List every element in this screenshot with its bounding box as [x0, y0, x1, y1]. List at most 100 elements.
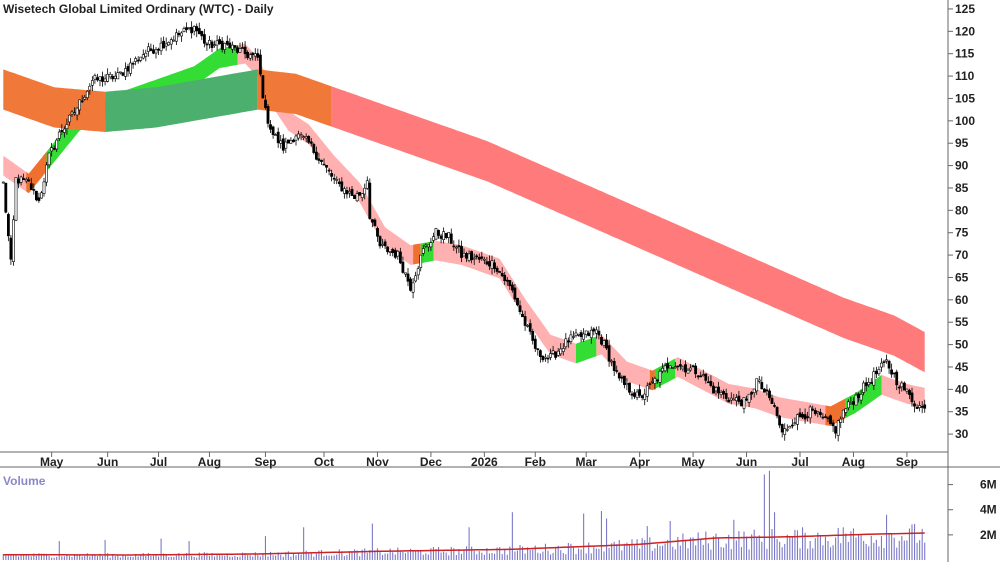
candle-body	[630, 393, 634, 396]
candle-body	[12, 219, 15, 262]
candle-body	[531, 330, 535, 341]
candle-body	[752, 388, 756, 394]
candle-body	[755, 378, 759, 392]
candle-body	[398, 251, 402, 264]
candle-body	[113, 75, 117, 79]
candle-body	[121, 72, 125, 76]
price-tick-label: 110	[955, 69, 975, 83]
candle-body	[213, 44, 216, 46]
candle-body	[564, 338, 568, 348]
candle-body	[493, 262, 496, 269]
candle-body	[709, 380, 713, 386]
chart-title: Wisetech Global Limited Ordinary (WTC) -…	[3, 2, 274, 16]
candle-body	[923, 404, 927, 409]
candle-body	[210, 41, 214, 49]
candle-body	[383, 241, 387, 247]
candle-body	[801, 413, 804, 418]
candle-body	[96, 77, 99, 81]
price-tick-label: 80	[955, 203, 969, 217]
candle-body	[699, 375, 703, 378]
ma-band-short-term-segment-2	[46, 45, 238, 172]
ma-band-short-term-segment-11	[675, 357, 826, 426]
candle-body	[485, 261, 489, 265]
candle-body	[762, 388, 766, 393]
candle-body	[57, 131, 61, 139]
candle-body	[29, 183, 33, 190]
candle-body	[37, 197, 41, 201]
candle-body	[218, 39, 222, 44]
candle-body	[460, 246, 463, 258]
candle-body	[732, 398, 736, 401]
price-tick-label: 45	[955, 360, 969, 374]
candle-body	[223, 43, 227, 50]
candle-body	[783, 428, 787, 435]
candle-body	[577, 333, 580, 336]
candle-body	[839, 418, 843, 423]
candle-body	[841, 409, 845, 419]
candle-body	[365, 180, 369, 189]
candle-body	[900, 382, 904, 388]
candle-body	[404, 272, 407, 275]
candle-body	[42, 181, 46, 194]
candle-body	[737, 395, 741, 402]
candle-body	[510, 284, 514, 291]
candle-body	[106, 73, 110, 82]
candle-body	[528, 323, 532, 332]
candle-body	[419, 254, 423, 268]
candle-body	[246, 51, 250, 58]
candle-body	[274, 134, 278, 136]
candle-body	[162, 40, 166, 49]
price-tick-label: 50	[955, 338, 969, 352]
candle-body	[885, 359, 888, 362]
candle-body	[617, 372, 621, 379]
candle-body	[465, 253, 468, 259]
candle-body	[284, 141, 288, 149]
candle-body	[818, 412, 822, 416]
candle-body	[854, 394, 858, 406]
candle-body	[131, 62, 135, 65]
candle-body	[546, 357, 550, 360]
candle-body	[475, 255, 479, 258]
candle-body	[108, 74, 112, 78]
price-tick-label: 60	[955, 293, 969, 307]
candle-body	[225, 40, 229, 45]
candle-body	[164, 43, 168, 47]
candle-body	[862, 382, 866, 393]
candle-body	[589, 329, 593, 339]
candle-body	[544, 356, 547, 359]
candle-body	[231, 44, 234, 50]
candle-body	[91, 80, 94, 86]
candle-body	[85, 91, 89, 99]
candle-body	[454, 246, 458, 249]
price-tick-label: 35	[955, 405, 969, 419]
candle-body	[269, 124, 272, 130]
month-tick-label: Feb	[525, 455, 546, 469]
candle-body	[421, 248, 425, 254]
candle-body	[500, 272, 504, 277]
candle-body	[696, 375, 700, 378]
candle-body	[821, 416, 825, 419]
candle-body	[824, 416, 827, 418]
candle-body	[320, 159, 323, 162]
price-tick-label: 85	[955, 181, 969, 195]
candle-body	[411, 282, 415, 293]
candle-body	[22, 178, 26, 181]
candle-body	[302, 136, 306, 138]
candle-body	[416, 268, 420, 276]
candle-body	[780, 424, 784, 433]
candle-body	[477, 256, 481, 260]
candle-body	[518, 305, 522, 313]
candle-body	[905, 388, 909, 392]
candle-body	[490, 260, 494, 269]
candle-body	[126, 66, 130, 72]
month-tick-label: Jul	[150, 455, 167, 469]
price-tick-label: 30	[955, 427, 969, 441]
candle-body	[279, 140, 283, 144]
candle-body	[203, 34, 206, 44]
candle-body	[666, 363, 670, 369]
candle-body	[136, 59, 140, 62]
candle-body	[844, 408, 848, 413]
ma-band-long-term-segment-3	[331, 86, 925, 373]
candle-body	[373, 219, 377, 227]
